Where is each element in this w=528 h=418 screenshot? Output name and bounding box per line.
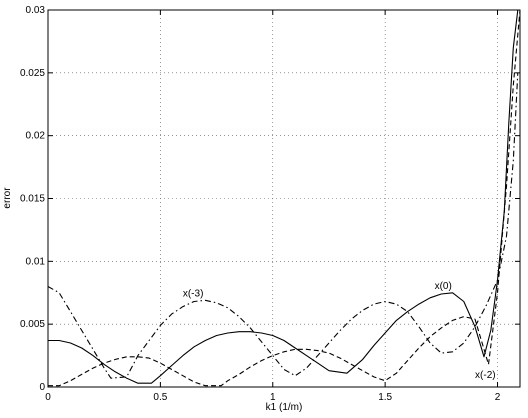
y-tick-label: 0.02 <box>26 131 46 142</box>
y-tick-label: 0.01 <box>26 256 46 267</box>
ticks-layer: 0 0.5 1 1.5 2 0 0.005 0.01 0.015 0.02 0.025 0.03 <box>20 5 520 403</box>
y-tick-label: 0.005 <box>20 319 45 330</box>
x-axis-label: k1 (1/m) <box>266 402 303 413</box>
annotation-layer: x(0) x(-3) x(-2) <box>183 281 496 381</box>
x-tick-label: 0 <box>45 392 51 403</box>
series-line-xminus2 <box>48 10 520 387</box>
series-layer <box>48 10 520 387</box>
series-annotation: x(-3) <box>183 289 204 300</box>
series-line-xminus3 <box>48 72 519 379</box>
y-tick-label: 0.015 <box>20 194 45 205</box>
y-tick-label: 0 <box>39 382 45 393</box>
x-tick-label: 2 <box>495 392 501 403</box>
x-tick-label: 0.5 <box>153 392 167 403</box>
grid-layer <box>48 10 520 387</box>
x-tick-label: 1.5 <box>378 392 392 403</box>
series-line-x0 <box>48 10 519 384</box>
y-tick-label: 0.03 <box>26 5 46 16</box>
series-annotation: x(-2) <box>475 370 496 381</box>
series-annotation: x(0) <box>435 281 452 292</box>
y-tick-label: 0.025 <box>20 68 45 79</box>
x-tick-label: 1 <box>270 392 276 403</box>
y-axis-label: error <box>2 187 13 209</box>
